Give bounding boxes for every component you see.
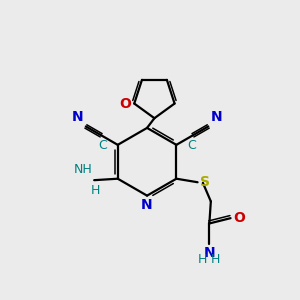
Text: C: C: [98, 139, 107, 152]
Text: N: N: [203, 246, 215, 260]
Text: S: S: [200, 175, 210, 189]
Text: N: N: [211, 110, 222, 124]
Text: C: C: [187, 139, 196, 152]
Text: NH: NH: [74, 164, 93, 176]
Text: H: H: [91, 184, 100, 197]
Text: N: N: [141, 198, 153, 212]
Text: H: H: [198, 254, 208, 266]
Text: H: H: [211, 254, 220, 266]
Text: O: O: [233, 211, 245, 225]
Text: O: O: [119, 97, 131, 111]
Text: N: N: [72, 110, 83, 124]
